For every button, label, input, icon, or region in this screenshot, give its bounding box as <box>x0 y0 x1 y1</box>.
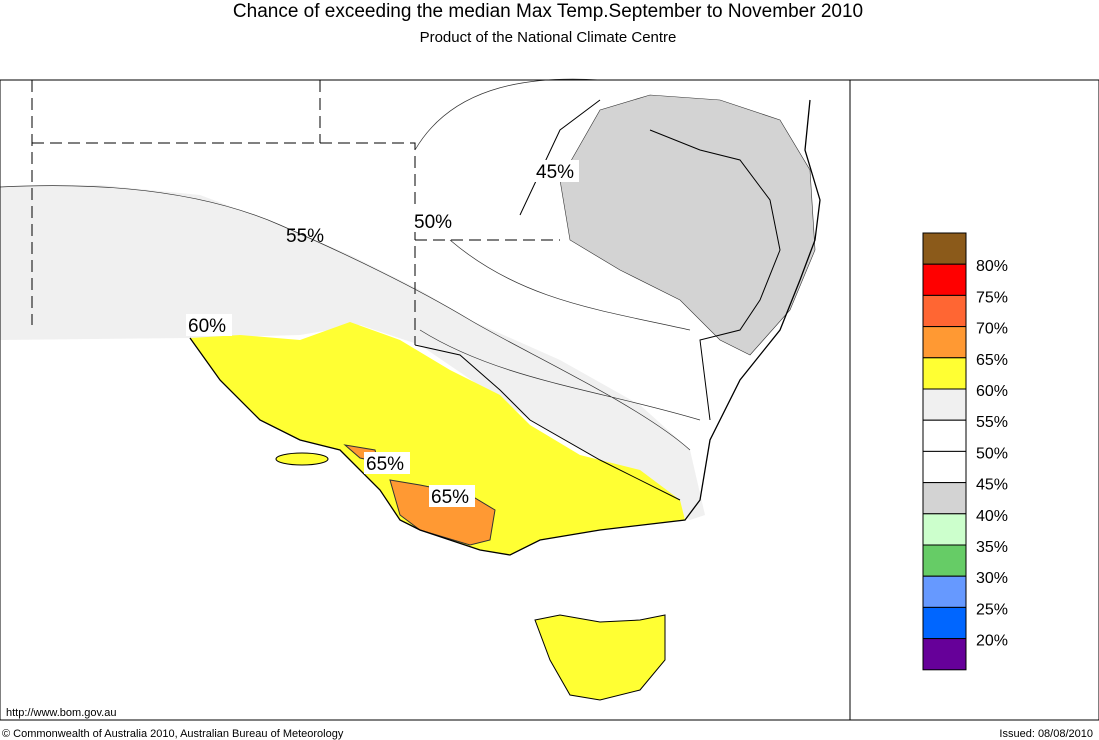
contour-labels: 45% 50% 55% 60% 65% 65% <box>186 160 579 508</box>
legend-swatch <box>922 482 967 515</box>
legend-swatch <box>922 388 967 421</box>
legend-swatch <box>922 357 967 390</box>
coastline <box>189 99 821 556</box>
url: http://www.bom.gov.au <box>6 707 116 719</box>
contour-label: 45% <box>536 162 574 183</box>
contour-label: 60% <box>188 316 226 337</box>
legend-swatch <box>922 544 967 577</box>
legend-swatch <box>922 294 967 328</box>
subtitle: Product of the National Climate Centre <box>420 29 677 46</box>
title: Chance of exceeding the median Max Temp.… <box>233 1 863 22</box>
legend-swatch <box>922 419 967 452</box>
legend-label: 80% <box>976 258 1008 275</box>
legend-label: 30% <box>976 570 1008 587</box>
legend-swatch <box>922 232 967 265</box>
contour-label: 65% <box>431 487 469 508</box>
legend-swatch <box>922 606 967 640</box>
legend-swatch <box>922 513 967 546</box>
legend-swatch <box>922 575 967 608</box>
state-border <box>414 99 781 501</box>
kangaroo-island <box>275 452 329 466</box>
legend-label: 70% <box>976 321 1008 338</box>
legend-label: 75% <box>976 289 1008 306</box>
legend: 80% 75% 70% 65% 60% 55% 50% 45% 40% 35% 30% 25% 20% <box>922 232 1008 671</box>
legend-label: 55% <box>976 414 1008 431</box>
area-60 <box>190 322 685 555</box>
legend-label: 50% <box>976 445 1008 462</box>
area-55 <box>0 185 705 520</box>
legend-swatch <box>922 263 967 296</box>
tasmania <box>534 614 666 701</box>
copyright: © Commonwealth of Australia 2010, Austra… <box>2 728 344 740</box>
contour-label: 50% <box>414 212 452 233</box>
legend-label: 35% <box>976 539 1008 556</box>
contour-label: 65% <box>366 454 404 475</box>
state-border <box>31 80 560 345</box>
legend-label: 25% <box>976 601 1008 618</box>
legend-label: 60% <box>976 383 1008 400</box>
legend-swatch <box>922 450 967 484</box>
legend-label: 40% <box>976 508 1008 525</box>
contour-label: 55% <box>286 226 324 247</box>
issued: Issued: 08/08/2010 <box>999 728 1093 740</box>
contour-line <box>0 78 701 451</box>
legend-label: 45% <box>976 477 1008 494</box>
legend-swatch <box>922 638 967 671</box>
legend-swatch <box>922 326 967 359</box>
legend-label: 20% <box>976 633 1008 650</box>
legend-frame <box>849 79 1099 721</box>
area-45 <box>559 94 816 356</box>
legend-label: 65% <box>976 352 1008 369</box>
